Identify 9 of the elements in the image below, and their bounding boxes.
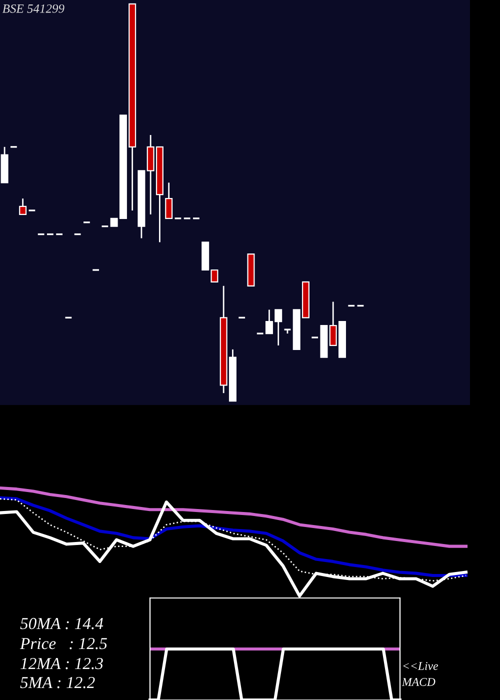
text: <<Live <box>403 662 438 670</box>
candlestick <box>19 198 27 216</box>
text: 12MA : 12.3 <box>20 658 103 670</box>
candlestick <box>165 182 173 220</box>
text: 50MA : 14.4 <box>20 618 104 630</box>
text: Price : 12.5 <box>20 638 107 650</box>
chart-title: BSE 541299 <box>2 4 64 13</box>
text: 5MA : 12.2 <box>20 676 95 688</box>
text: MACD <box>402 678 436 686</box>
